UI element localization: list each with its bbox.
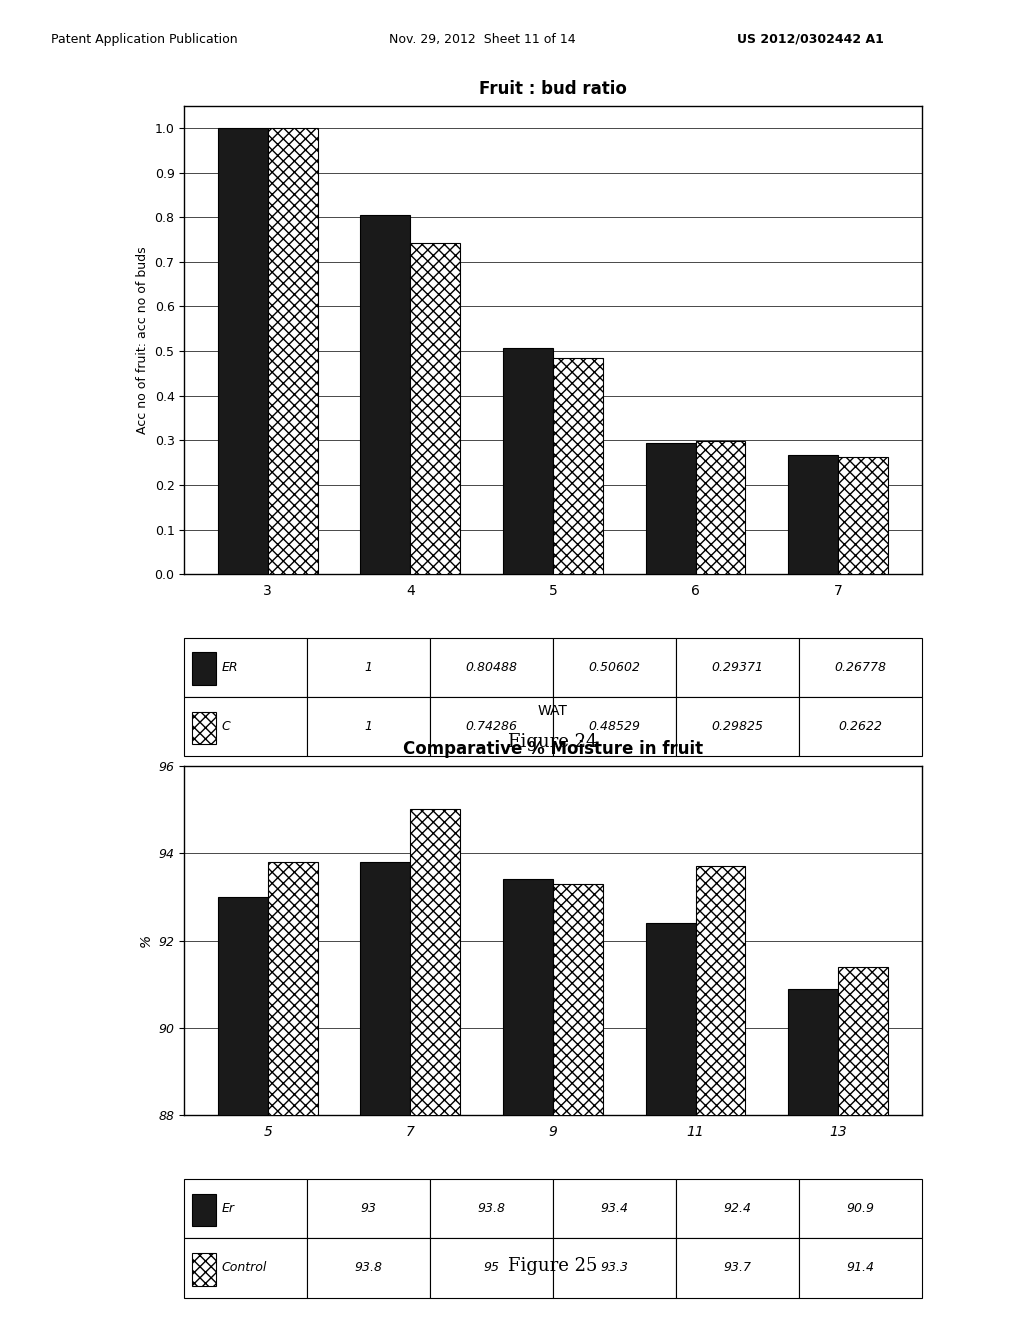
- Text: 0.48529: 0.48529: [589, 721, 640, 733]
- Title: Comparative % Moisture in fruit: Comparative % Moisture in fruit: [402, 741, 703, 759]
- Bar: [267, 862, 317, 1320]
- Text: 91.4: 91.4: [846, 1262, 874, 1274]
- Bar: [360, 862, 411, 1320]
- Text: 93.8: 93.8: [477, 1203, 506, 1214]
- Text: Control: Control: [221, 1262, 266, 1274]
- FancyBboxPatch shape: [184, 697, 307, 756]
- Bar: [553, 883, 603, 1320]
- Text: 93.7: 93.7: [723, 1262, 752, 1274]
- Text: 92.4: 92.4: [723, 1203, 752, 1214]
- Text: Figure 24: Figure 24: [508, 733, 598, 751]
- Text: 0.74286: 0.74286: [466, 721, 517, 733]
- Bar: [411, 809, 460, 1320]
- Bar: [839, 966, 888, 1320]
- Text: C: C: [221, 721, 230, 733]
- FancyBboxPatch shape: [799, 697, 922, 756]
- Text: Er: Er: [221, 1203, 234, 1214]
- FancyBboxPatch shape: [676, 1179, 799, 1238]
- Bar: [191, 1253, 216, 1286]
- FancyBboxPatch shape: [553, 1179, 676, 1238]
- Y-axis label: %: %: [139, 935, 153, 946]
- Text: 0.2622: 0.2622: [839, 721, 882, 733]
- Bar: [646, 444, 695, 574]
- Text: 93.4: 93.4: [600, 1203, 629, 1214]
- Text: 90.9: 90.9: [846, 1203, 874, 1214]
- Bar: [191, 711, 216, 744]
- FancyBboxPatch shape: [307, 1238, 430, 1298]
- Text: 0.80488: 0.80488: [466, 661, 517, 673]
- FancyBboxPatch shape: [676, 1238, 799, 1298]
- FancyBboxPatch shape: [307, 697, 430, 756]
- Text: 1: 1: [365, 661, 373, 673]
- Text: ER: ER: [221, 661, 238, 673]
- Text: US 2012/0302442 A1: US 2012/0302442 A1: [737, 33, 884, 46]
- Title: Fruit : bud ratio: Fruit : bud ratio: [479, 81, 627, 99]
- Text: 0.29825: 0.29825: [712, 721, 763, 733]
- FancyBboxPatch shape: [307, 1179, 430, 1238]
- FancyBboxPatch shape: [553, 638, 676, 697]
- FancyBboxPatch shape: [799, 1238, 922, 1298]
- Text: 0.29371: 0.29371: [712, 661, 763, 673]
- Bar: [695, 866, 745, 1320]
- Bar: [218, 128, 267, 574]
- Bar: [503, 348, 553, 574]
- Bar: [788, 989, 839, 1320]
- FancyBboxPatch shape: [430, 697, 553, 756]
- Text: 95: 95: [483, 1262, 500, 1274]
- FancyBboxPatch shape: [799, 638, 922, 697]
- Text: Nov. 29, 2012  Sheet 11 of 14: Nov. 29, 2012 Sheet 11 of 14: [389, 33, 575, 46]
- Text: 1: 1: [365, 721, 373, 733]
- Bar: [553, 358, 603, 574]
- Bar: [191, 652, 216, 685]
- FancyBboxPatch shape: [553, 697, 676, 756]
- FancyBboxPatch shape: [799, 1179, 922, 1238]
- Text: Figure 25: Figure 25: [508, 1257, 598, 1275]
- Bar: [191, 1193, 216, 1226]
- FancyBboxPatch shape: [676, 697, 799, 756]
- Text: 93.3: 93.3: [600, 1262, 629, 1274]
- Bar: [267, 128, 317, 574]
- FancyBboxPatch shape: [184, 638, 307, 697]
- Bar: [646, 923, 695, 1320]
- Bar: [695, 441, 745, 574]
- FancyBboxPatch shape: [553, 1238, 676, 1298]
- Text: 93: 93: [360, 1203, 377, 1214]
- Text: WAT: WAT: [538, 704, 568, 718]
- Text: 0.26778: 0.26778: [835, 661, 886, 673]
- Bar: [360, 215, 411, 574]
- FancyBboxPatch shape: [430, 638, 553, 697]
- Bar: [839, 457, 888, 574]
- Text: Patent Application Publication: Patent Application Publication: [51, 33, 238, 46]
- FancyBboxPatch shape: [184, 1238, 307, 1298]
- Bar: [218, 896, 267, 1320]
- FancyBboxPatch shape: [307, 638, 430, 697]
- FancyBboxPatch shape: [184, 1179, 307, 1238]
- FancyBboxPatch shape: [676, 638, 799, 697]
- Bar: [788, 454, 839, 574]
- Y-axis label: Acc no of fruit: acc no of buds: Acc no of fruit: acc no of buds: [136, 246, 150, 434]
- Bar: [411, 243, 460, 574]
- Text: 0.50602: 0.50602: [589, 661, 640, 673]
- Bar: [503, 879, 553, 1320]
- Text: 93.8: 93.8: [354, 1262, 383, 1274]
- FancyBboxPatch shape: [430, 1179, 553, 1238]
- FancyBboxPatch shape: [430, 1238, 553, 1298]
